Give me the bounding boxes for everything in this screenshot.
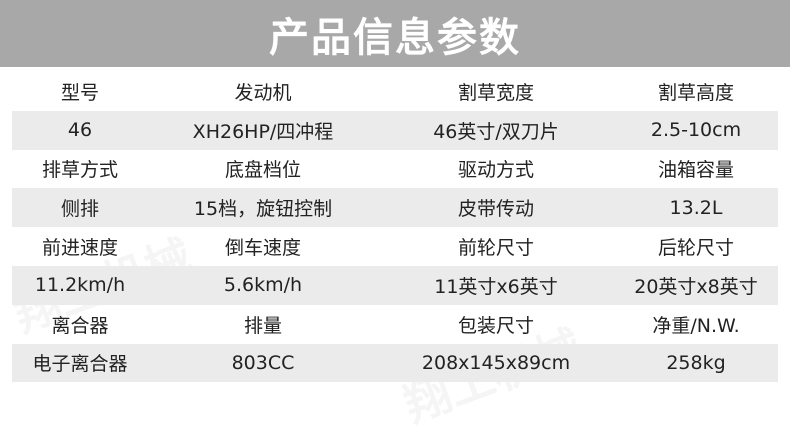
spec-label-row: 离合器 排量 包装尺寸 净重/N.W.	[12, 305, 778, 344]
spec-label: 底盘档位	[224, 159, 301, 182]
spec-value: 5.6km/h	[223, 274, 303, 297]
spec-value-row: 11.2km/h 5.6km/h 11英寸x6英寸 20英寸x8英寸	[12, 265, 778, 305]
spec-value: 侧排	[60, 198, 99, 221]
spec-label: 割草高度	[657, 81, 734, 104]
spec-value: 803CC	[231, 351, 295, 374]
spec-label-row: 型号 发动机 割草宽度 割草高度	[12, 72, 778, 111]
spec-label: 前进速度	[41, 237, 118, 260]
spec-label: 发动机	[234, 81, 292, 104]
spec-value: 46英寸/双刀片	[433, 120, 559, 143]
spec-label: 包装尺寸	[457, 314, 534, 337]
spec-table: 型号 发动机 割草宽度 割草高度 46 XH26HP/四冲程 46英寸/双刀片 2.5-10c…	[12, 72, 778, 383]
spec-value: 11英寸x6英寸	[434, 275, 558, 298]
spec-label: 割草宽度	[457, 81, 534, 104]
spec-label: 排草方式	[41, 159, 118, 182]
spec-label: 型号	[60, 81, 99, 104]
spec-value: 15档，旋钮控制	[193, 198, 333, 221]
spec-label-row: 前进速度 倒车速度 前轮尺寸 后轮尺寸	[12, 227, 778, 266]
spec-label: 驱动方式	[457, 159, 534, 182]
spec-value-row: 46 XH26HP/四冲程 46英寸/双刀片 2.5-10cm	[12, 110, 778, 150]
spec-value: XH26HP/四冲程	[192, 120, 334, 143]
spec-label: 倒车速度	[224, 237, 301, 260]
spec-value-row: 电子离合器 803CC 208x145x89cm 258kg	[12, 343, 778, 383]
spec-value: 2.5-10cm	[650, 119, 742, 142]
spec-label-row: 排草方式 底盘档位 驱动方式 油箱容量	[12, 150, 778, 189]
spec-label: 前轮尺寸	[457, 237, 534, 260]
spec-value: 46	[67, 119, 93, 142]
spec-label: 油箱容量	[657, 159, 734, 182]
page-title: 产品信息参数	[269, 14, 521, 61]
spec-label: 排量	[243, 314, 282, 337]
page-header: 产品信息参数	[0, 0, 790, 67]
spec-value: 11.2km/h	[34, 274, 126, 297]
spec-label: 后轮尺寸	[657, 237, 734, 260]
spec-label: 净重/N.W.	[652, 314, 740, 337]
spec-value: 258kg	[666, 351, 726, 374]
spec-value: 208x145x89cm	[421, 351, 571, 374]
spec-value: 皮带传动	[457, 198, 534, 221]
spec-label: 离合器	[51, 314, 109, 337]
spec-value: 20英寸x8英寸	[634, 275, 758, 298]
spec-value: 13.2L	[669, 196, 723, 219]
spec-value-row: 侧排 15档，旋钮控制 皮带传动 13.2L	[12, 188, 778, 228]
spec-value: 电子离合器	[32, 353, 128, 376]
